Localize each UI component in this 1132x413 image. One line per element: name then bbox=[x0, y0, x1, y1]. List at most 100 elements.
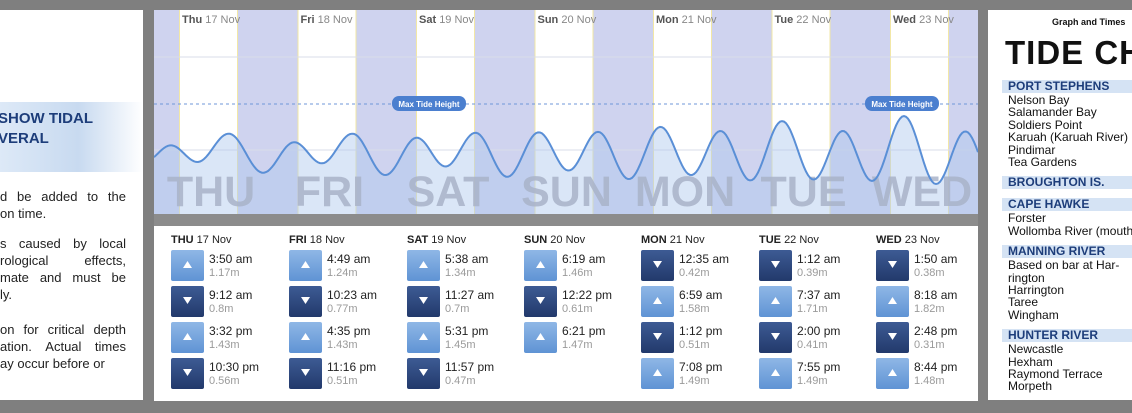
region-header[interactable]: CAPE HAWKE bbox=[1002, 198, 1132, 212]
daylight-band bbox=[890, 10, 949, 214]
tide-day-column: SAT 19 Nov 5:38 am 1.34m 11:27 am 0.7m 5:31 p… bbox=[407, 234, 519, 394]
tide-day-column: MON 21 Nov 12:35 am 0.42m 6:59 am 1.58m 1:12 … bbox=[641, 234, 753, 394]
tide-height: 0.61m bbox=[562, 303, 593, 315]
low-tide-entry: 1:12 pm 0.51m bbox=[641, 322, 753, 358]
location-link[interactable]: Morpeth bbox=[1008, 379, 1053, 394]
location-link[interactable]: Harrington bbox=[1008, 283, 1065, 297]
day-watermark: MON bbox=[635, 168, 735, 214]
high-tide-entry: 8:18 am 1.82m bbox=[876, 286, 978, 322]
tide-height: 1.24m bbox=[327, 267, 358, 279]
high-tide-icon bbox=[171, 322, 204, 353]
tide-height: 1.49m bbox=[797, 375, 828, 387]
location-link[interactable]: Nelson Bay bbox=[1008, 93, 1070, 107]
tide-height: 0.56m bbox=[209, 375, 240, 387]
region-header[interactable]: HUNTER RIVER bbox=[1002, 329, 1132, 343]
tide-time: 7:08 pm bbox=[679, 360, 723, 374]
locations-panel: Graph and Times TIDE CH PORT STEPHENS Nel… bbox=[988, 10, 1132, 400]
high-tide-entry: 4:35 pm 1.43m bbox=[289, 322, 401, 358]
low-tide-icon bbox=[759, 250, 792, 281]
info-text-line: on for critical depth bbox=[0, 322, 126, 337]
tide-height: 0.7m bbox=[445, 303, 470, 315]
location-link[interactable]: Forster bbox=[1008, 211, 1047, 226]
region-header[interactable]: PORT STEPHENS bbox=[1002, 80, 1132, 93]
low-tide-icon bbox=[641, 250, 674, 281]
svg-text:Max Tide Height: Max Tide Height bbox=[871, 100, 933, 109]
tide-height: 1.71m bbox=[797, 303, 828, 315]
low-tide-entry: 11:16 pm 0.51m bbox=[289, 358, 401, 394]
tide-height: 0.47m bbox=[445, 375, 476, 387]
tide-time: 1:12 pm bbox=[679, 324, 723, 338]
low-tide-icon bbox=[407, 358, 440, 389]
location-link[interactable]: Raymond Terrace bbox=[1008, 367, 1103, 381]
tide-time: 7:55 pm bbox=[797, 360, 841, 374]
location-link[interactable]: Newcastle bbox=[1008, 342, 1064, 357]
day-watermark: SUN bbox=[521, 168, 612, 214]
low-tide-icon bbox=[289, 286, 322, 317]
locations-subtitle: Graph and Times bbox=[1052, 17, 1126, 27]
tide-day-header: WED 23 Nov bbox=[876, 234, 940, 246]
info-heading-line2: VERAL bbox=[0, 130, 49, 147]
location-link[interactable]: Wollomba River (mouth) bbox=[1008, 223, 1132, 238]
locations-title: TIDE CH bbox=[1005, 34, 1132, 71]
low-tide-entry: 11:27 am 0.7m bbox=[407, 286, 519, 322]
tide-time: 12:22 pm bbox=[562, 288, 613, 302]
tide-time: 9:12 am bbox=[209, 288, 253, 302]
location-link[interactable]: rington bbox=[1008, 270, 1045, 285]
tide-height: 0.51m bbox=[679, 339, 710, 351]
tide-widget: THU FRI SAT SUN MON TUE WED Thu 17 Nov Fri 18 No… bbox=[154, 10, 978, 401]
location-link[interactable]: Soldiers Point bbox=[1008, 117, 1083, 132]
daylight-band bbox=[179, 10, 238, 214]
high-tide-entry: 7:08 pm 1.49m bbox=[641, 358, 753, 394]
region-header[interactable]: MANNING RIVER bbox=[1002, 245, 1132, 259]
info-text-line: on time. bbox=[0, 206, 47, 221]
tide-time: 5:31 pm bbox=[445, 324, 489, 338]
location-link[interactable]: Tea Gardens bbox=[1008, 155, 1077, 169]
tide-time: 4:35 pm bbox=[327, 324, 371, 338]
max-tide-label: Max Tide Height bbox=[865, 96, 939, 111]
location-link[interactable]: Hexham bbox=[1008, 354, 1053, 369]
location-link[interactable]: Wingham bbox=[1008, 307, 1059, 322]
tide-time: 6:59 am bbox=[679, 288, 723, 302]
tide-time: 3:50 am bbox=[209, 252, 253, 266]
tide-height: 0.8m bbox=[209, 303, 234, 315]
tide-time: 11:27 am bbox=[445, 288, 495, 302]
tide-time: 2:00 pm bbox=[797, 324, 841, 338]
tide-day-column: TUE 22 Nov 1:12 am 0.39m 7:37 am 1.71m 2:00 p… bbox=[759, 234, 871, 394]
location-link[interactable]: Salamander Bay bbox=[1008, 105, 1097, 120]
location-link[interactable]: Taree bbox=[1008, 295, 1039, 310]
daylight-band bbox=[771, 10, 831, 214]
info-text-line: ly. bbox=[0, 287, 13, 302]
tide-day-column: WED 23 Nov 1:50 am 0.38m 8:18 am 1.82m 2:48 p… bbox=[876, 234, 978, 394]
low-tide-entry: 12:35 am 0.42m bbox=[641, 250, 753, 286]
tide-height: 1.43m bbox=[209, 339, 240, 351]
info-heading-line1: SHOW TIDAL bbox=[0, 110, 93, 127]
high-tide-icon bbox=[876, 358, 909, 389]
high-tide-entry: 8:44 pm 1.48m bbox=[876, 358, 978, 394]
svg-text:Max Tide Height: Max Tide Height bbox=[398, 100, 460, 109]
location-link[interactable]: Pindimar bbox=[1008, 142, 1056, 157]
low-tide-icon bbox=[876, 322, 909, 353]
tide-height: 0.41m bbox=[797, 339, 828, 351]
high-tide-entry: 3:32 pm 1.43m bbox=[171, 322, 283, 358]
tide-height: 1.46m bbox=[562, 267, 593, 279]
high-tide-entry: 7:55 pm 1.49m bbox=[759, 358, 871, 394]
region-header[interactable]: BROUGHTON IS. bbox=[1002, 176, 1132, 190]
tide-day-column: FRI 18 Nov 4:49 am 1.24m 10:23 am 0.77m 4:35 … bbox=[289, 234, 401, 394]
low-tide-icon bbox=[759, 322, 792, 353]
location-link[interactable]: Karuah (Karuah River) bbox=[1008, 130, 1129, 145]
tide-day-header: THU 17 Nov bbox=[171, 234, 232, 246]
tide-height: 0.39m bbox=[797, 267, 828, 279]
info-text-line: mate and must be bbox=[0, 270, 126, 285]
high-tide-icon bbox=[876, 286, 909, 317]
tide-height: 0.51m bbox=[327, 375, 358, 387]
tide-time: 12:35 am bbox=[679, 252, 730, 266]
high-tide-icon bbox=[171, 250, 204, 281]
location-link[interactable]: Based on bar at Har- bbox=[1008, 258, 1120, 273]
day-watermark: FRI bbox=[295, 168, 364, 214]
chart-day-header: Sat 19 Nov bbox=[419, 14, 475, 26]
low-tide-icon bbox=[171, 358, 204, 389]
tide-height: 0.31m bbox=[914, 339, 945, 351]
low-tide-entry: 2:48 pm 0.31m bbox=[876, 322, 978, 358]
tide-time: 4:49 am bbox=[327, 252, 371, 266]
tide-time: 5:38 am bbox=[445, 252, 489, 266]
